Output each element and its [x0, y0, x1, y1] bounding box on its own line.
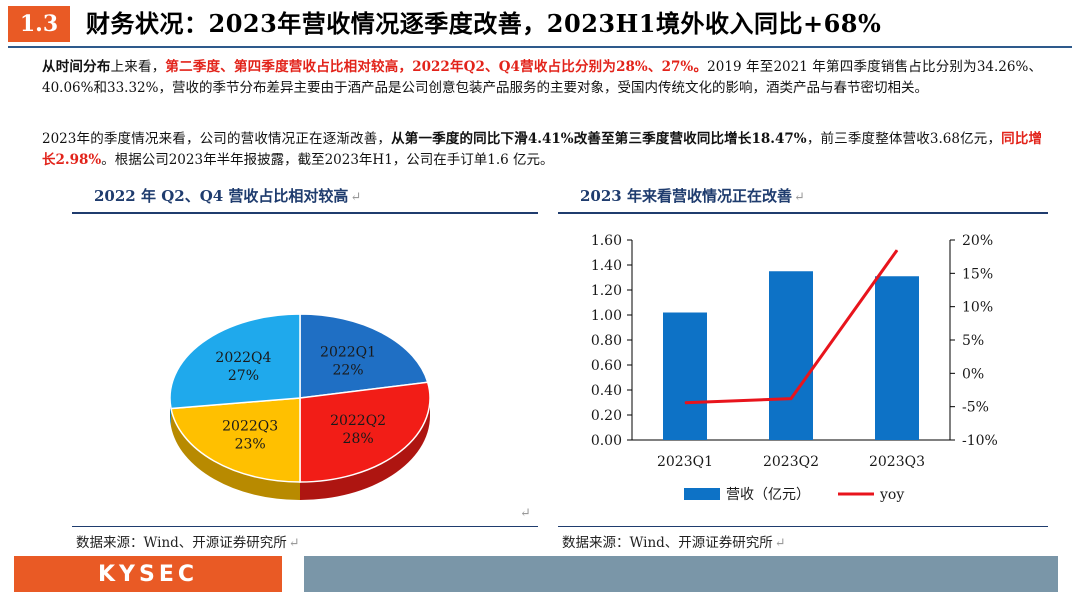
header-divider: [8, 46, 1072, 48]
return-mark: ↵: [350, 190, 362, 205]
y-left-tick-label: 1.00: [591, 308, 622, 324]
y-left-tick-label: 1.60: [591, 233, 622, 249]
return-mark: ↵: [774, 536, 786, 551]
bar-chart-title: 2023 年来看营收情况正在改善 ↵: [580, 184, 805, 208]
p1-highlight: 第二季度、第四季度营收占比相对较高，2022年Q2、Q4营收占比分别为28%、2…: [165, 59, 708, 75]
source-note-right: 数据来源：Wind、开源证券研究所 ↵: [562, 531, 786, 551]
pie-label-2022Q2: 2022Q2: [330, 413, 386, 429]
source-divider-left: [72, 526, 538, 527]
pie-chart: 2022Q1 22% 2022Q2 28% 2022Q3 23% 2022Q4 27%: [169, 313, 431, 500]
y-left-tick-label: 0.20: [591, 408, 622, 424]
pie-chart-title: 2022 年 Q2、Q4 营收占比相对较高 ↵: [94, 184, 361, 208]
y-left-tick-label: 1.20: [591, 283, 622, 299]
source-note-left: 数据来源：Wind、开源证券研究所 ↵: [76, 531, 300, 551]
y-right-tick-label: 15%: [962, 266, 993, 282]
y-right-tick-label: 20%: [962, 233, 993, 249]
pie-value-2022Q3: 23%: [235, 437, 266, 453]
slide-header: 1.3 财务状况：2023年营收情况逐季度改善，2023H1境外收入同比+68%: [0, 0, 1080, 48]
legend-bar-swatch: [684, 488, 720, 500]
source-divider-right: [558, 526, 1048, 527]
pie-title-divider: [72, 212, 538, 214]
bar-2023Q3: [875, 276, 919, 440]
bar-2023Q1: [663, 312, 707, 440]
return-mark: ↵: [288, 536, 300, 551]
source-text-left: 数据来源：Wind、开源证券研究所: [76, 535, 287, 551]
slide-title: 财务状况：2023年营收情况逐季度改善，2023H1境外收入同比+68%: [86, 9, 882, 38]
source-text-right: 数据来源：Wind、开源证券研究所: [562, 535, 773, 551]
paragraph-2023-trend: 2023年的季度情况来看，公司的营收情况正在逐渐改善，从第一季度的同比下滑4.4…: [42, 129, 1042, 171]
pie-side-2022Q3: [171, 408, 300, 500]
p1-text-b: 2019 年至2021 年第四季度销售占比分别为34.26%、40.06%和33…: [42, 59, 1043, 96]
pie-label-2022Q1: 2022Q1: [320, 344, 376, 360]
yoy-point-2023Q2: [790, 398, 792, 400]
bar-chart-title-text: 2023 年来看营收情况正在改善: [580, 187, 792, 205]
p2-text-c: 。根据公司2023年半年报披露，截至2023年H1，公司在手订单1.6 亿元。: [101, 152, 554, 168]
legend-line-label: yoy: [879, 487, 904, 503]
y-left-tick-label: 0.00: [591, 433, 622, 449]
bar-2023Q2: [769, 271, 813, 440]
pie-value-2022Q2: 28%: [343, 431, 374, 447]
y-right-tick-label: 5%: [962, 333, 984, 349]
x-tick-label: 2023Q3: [869, 454, 925, 470]
y-left-tick-label: 0.40: [591, 383, 622, 399]
legend-bar-label: 营收（亿元）: [726, 487, 810, 503]
bar-line-chart: 0.00 0.20 0.40 0.60 0.80 1.00 1.20 1.40 1.60 -10%…: [591, 233, 998, 503]
pie-chart-title-text: 2022 年 Q2、Q4 营收占比相对较高: [94, 187, 349, 205]
pie-value-2022Q1: 22%: [332, 362, 363, 378]
y-right-tick-label: 10%: [962, 300, 993, 316]
return-mark: ↵: [520, 506, 531, 521]
y-left-tick-label: 0.80: [591, 333, 622, 349]
p2-text-a: 2023年的季度情况来看，公司的营收情况正在逐渐改善，: [42, 131, 392, 147]
bar-title-divider: [558, 212, 1048, 214]
p1-text-a: 上来看，: [110, 59, 166, 75]
p2-bold: 从第一季度的同比下滑4.41%改善至第三季度营收同比增长18.47%: [391, 131, 807, 147]
y-right-tick-label: 0%: [962, 366, 984, 382]
y-right-tick-label: -5%: [962, 400, 989, 416]
p2-text-b: ，前三季度整体营收3.68亿元，: [806, 131, 1002, 147]
pie-slice-2022Q1: [299, 313, 429, 399]
pie-value-2022Q4: 27%: [228, 368, 259, 384]
p2-highlight: 同比增长2.98%: [42, 131, 1043, 168]
yoy-point-2023Q1: [684, 402, 686, 404]
x-tick-label: 2023Q1: [657, 454, 713, 470]
pie-slice-2022Q3: [170, 397, 301, 483]
pie-slice-2022Q2: [299, 381, 431, 483]
footer-bar: [304, 556, 1058, 592]
section-number-badge: 1.3: [8, 6, 70, 42]
y-left-tick-label: 0.60: [591, 358, 622, 374]
pie-label-2022Q4: 2022Q4: [215, 350, 271, 366]
y-left-tick-label: 1.40: [591, 258, 622, 274]
pie-slice-2022Q4: [169, 313, 301, 410]
yoy-point-2023Q3: [896, 249, 898, 251]
y-right-tick-label: -10%: [962, 433, 998, 449]
x-tick-label: 2023Q2: [763, 454, 819, 470]
kysec-logo: KYSEC: [14, 556, 282, 592]
return-mark: ↵: [793, 190, 805, 205]
paragraph-seasonality: 从时间分布上来看，第二季度、第四季度营收占比相对较高，2022年Q2、Q4营收占…: [42, 57, 1042, 99]
pie-label-2022Q3: 2022Q3: [222, 419, 278, 435]
p1-lead: 从时间分布: [42, 59, 111, 75]
